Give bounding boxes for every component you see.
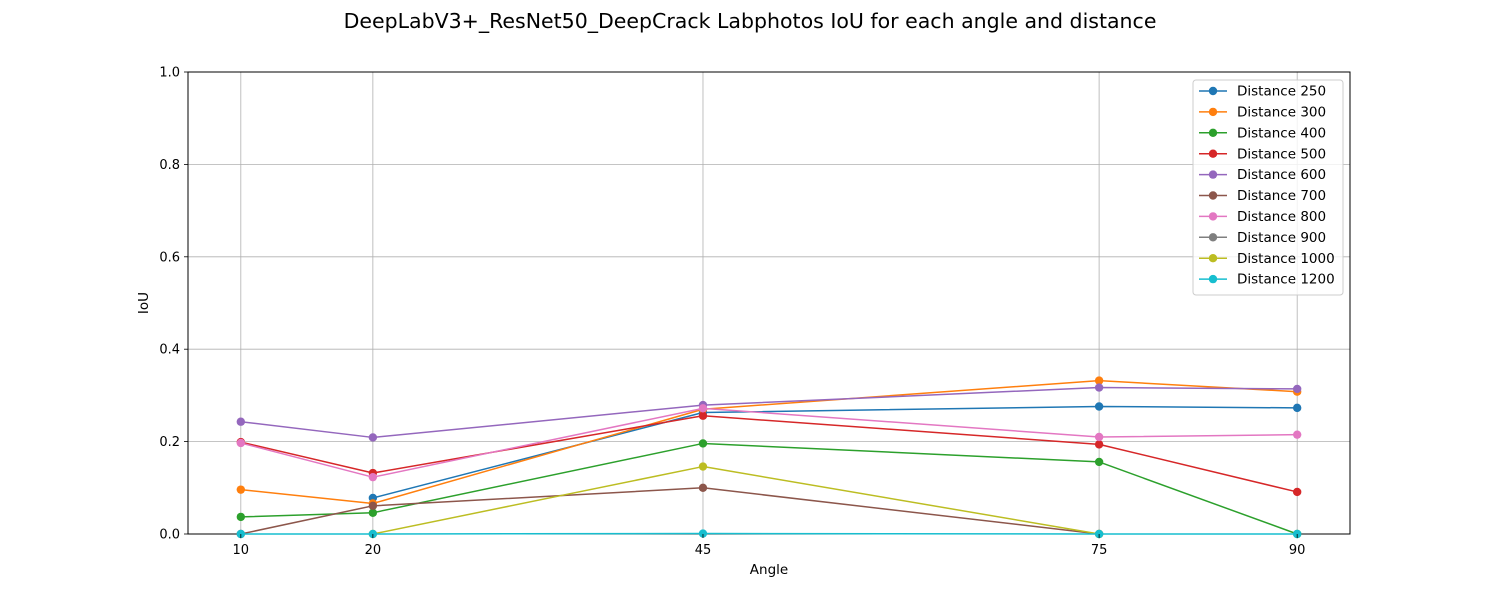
y-tick-label: 0.0: [159, 528, 180, 543]
legend-box: [1192, 79, 1344, 296]
legend-marker-distance-1200: [1208, 274, 1218, 284]
legend-marker-distance-250: [1208, 86, 1218, 96]
data-point-distance-800: [1292, 430, 1302, 439]
data-point-distance-600: [1292, 384, 1302, 394]
legend-label-distance-1000: Distance 1000: [1237, 251, 1335, 267]
data-point-distance-800: [698, 404, 708, 413]
series-line-distance-500: [240, 414, 1298, 493]
data-point-distance-400: [698, 439, 708, 448]
x-tick-label: 45: [695, 543, 712, 558]
series-line-distance-250: [372, 405, 1298, 499]
data-point-distance-700: [698, 483, 708, 492]
legend-label-distance-1200: Distance 1200: [1237, 272, 1335, 288]
y-tick-label: 0.8: [159, 158, 180, 173]
x-tick-label: 10: [233, 543, 250, 558]
series-line-distance-300: [240, 379, 1298, 505]
data-point-distance-700: [368, 501, 378, 511]
gridlines: [188, 71, 1350, 535]
legend-marker-distance-300: [1208, 107, 1218, 117]
y-axis-title: IoU: [136, 292, 152, 314]
legend-label-distance-400: Distance 400: [1237, 125, 1326, 141]
legend-marker-distance-600: [1208, 170, 1218, 179]
data-point-distance-250: [1292, 403, 1302, 413]
data-point-distance-500: [1292, 487, 1302, 497]
plot-area: [187, 71, 1351, 535]
data-point-distance-1200: [698, 529, 708, 538]
legend: Distance 250 Distance 300 Distance 400 Dist…: [1192, 79, 1344, 296]
legend-marker-distance-900: [1208, 233, 1218, 242]
y-tick-label: 0.4: [159, 343, 180, 358]
data-point-distance-500: [698, 411, 708, 420]
data-point-distance-800: [368, 472, 378, 482]
data-point-distance-300: [236, 485, 246, 494]
data-point-distance-600: [368, 433, 378, 442]
x-axis-title: Angle: [750, 562, 788, 578]
data-point-distance-800: [1094, 432, 1104, 442]
series-line-distance-700: [240, 487, 1100, 535]
data-point-distance-400: [1094, 457, 1104, 467]
y-tick-label: 0.6: [159, 250, 180, 265]
legend-label-distance-300: Distance 300: [1237, 105, 1326, 121]
series-line-distance-400: [240, 442, 1298, 535]
legend-marker-distance-800: [1208, 212, 1218, 221]
data-point-distance-400: [236, 512, 246, 522]
data-point-distance-300: [1094, 376, 1104, 385]
series-line-distance-800: [240, 407, 1298, 478]
axis-ticks: 10 20 45 75 90 0.0 0.2 0.4 0.6 0.8 1.0: [159, 66, 1305, 559]
legend-label-distance-600: Distance 600: [1237, 167, 1326, 183]
legend-marker-distance-500: [1208, 149, 1218, 158]
legend-label-distance-700: Distance 700: [1237, 188, 1326, 204]
chart-title: DeepLabV3+_ResNet50_DeepCrack Labphotos …: [344, 9, 1157, 34]
legend-marker-distance-1000: [1208, 254, 1218, 263]
data-point-distance-600: [1094, 383, 1104, 392]
legend-marker-distance-700: [1208, 191, 1218, 200]
legend-marker-distance-400: [1208, 128, 1218, 137]
legend-label-distance-800: Distance 800: [1237, 209, 1326, 225]
data-point-distance-600: [236, 417, 246, 426]
y-tick-label: 1.0: [159, 66, 180, 81]
series-layer: [236, 376, 1302, 539]
data-point-distance-1000: [698, 462, 708, 471]
legend-label-distance-250: Distance 250: [1237, 84, 1326, 100]
data-point-distance-400: [368, 508, 378, 517]
x-tick-label: 90: [1289, 543, 1306, 558]
x-tick-label: 20: [365, 543, 382, 558]
x-tick-label: 75: [1091, 543, 1108, 558]
data-point-distance-500: [1094, 440, 1104, 449]
legend-label-distance-900: Distance 900: [1237, 230, 1326, 246]
data-point-distance-250: [1094, 402, 1104, 411]
legend-label-distance-500: Distance 500: [1237, 146, 1326, 162]
data-point-distance-800: [236, 438, 246, 448]
y-tick-label: 0.2: [159, 435, 180, 450]
